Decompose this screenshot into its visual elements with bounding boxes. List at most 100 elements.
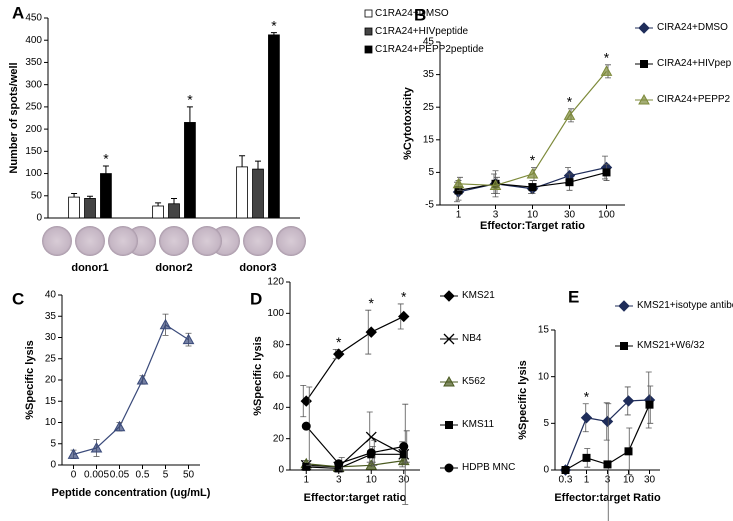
y-tick-label: 100 [267, 308, 284, 319]
point [601, 415, 614, 428]
x-axis-label-box: Effector:target ratio [304, 492, 407, 504]
point [365, 326, 377, 338]
point [582, 453, 591, 462]
point [113, 420, 126, 432]
legend-swatch [364, 45, 373, 54]
legend-marker [638, 22, 650, 34]
y-tick-label: 450 [25, 13, 42, 24]
legend-label-box: HDPB MNC [462, 462, 515, 473]
bar [168, 203, 180, 219]
y-tick-label: 45 [423, 37, 435, 48]
error-bar [171, 197, 177, 204]
y-tick-label: 10 [538, 371, 550, 382]
annotation: * [187, 92, 193, 108]
x-tick-label: 1 [584, 475, 590, 486]
point [452, 177, 465, 189]
legend-swatch [364, 9, 373, 18]
x-tick-label: 10 [527, 210, 539, 221]
point [624, 447, 633, 456]
legend-marker [443, 290, 455, 302]
legend-label-box: C1RA24+HIVpeptide [375, 26, 469, 37]
error-bar [186, 106, 193, 123]
legend-label-box: KMS11 [462, 419, 494, 430]
point [136, 373, 149, 385]
point [561, 466, 570, 474]
y-tick-label: 0 [543, 465, 549, 476]
legend-label: K562 [462, 376, 486, 387]
legend-marker [620, 342, 628, 350]
legend-marker [444, 463, 454, 473]
point [489, 179, 502, 190]
point [563, 109, 576, 120]
y-tick-label: -5 [425, 200, 434, 211]
annotation: * [271, 17, 277, 33]
x-axis-label-box: Effector:target Ratio [554, 492, 661, 504]
legend-marker [640, 60, 648, 68]
legend-label-box: NB4 [462, 333, 482, 344]
legend-label: C1RA24+HIVpeptide [375, 26, 469, 37]
point [67, 448, 80, 459]
y-tick-label: 60 [273, 371, 285, 382]
panel-letter: C [12, 289, 24, 308]
legend-label-box: C1RA24+PEPP2peptide [375, 44, 484, 55]
point [645, 400, 654, 409]
annotation: * [401, 289, 407, 305]
point [365, 459, 378, 470]
series-line [306, 453, 404, 470]
point [302, 462, 311, 471]
bar [100, 173, 112, 219]
bar [84, 198, 96, 219]
x-axis-label: Effector:target Ratio [554, 492, 661, 504]
y-tick-label: 40 [45, 290, 57, 301]
y-tick-label: 300 [25, 79, 42, 90]
annotation: * [336, 334, 342, 350]
x-tick-label: 5 [163, 470, 169, 481]
bar [252, 168, 264, 219]
legend-label: KMS21+W6/32 [637, 340, 705, 351]
x-tick-label: 0.005 [84, 470, 109, 481]
y-tick-label: 10 [45, 417, 57, 428]
y-tick-label: 35 [45, 311, 57, 322]
point [90, 441, 103, 453]
y-tick-label: 120 [267, 277, 284, 288]
point [182, 333, 195, 345]
legend-label: KMS21+isotype antibody [637, 300, 733, 311]
x-tick-label: 1 [303, 475, 309, 486]
series-line [564, 399, 650, 471]
x-tick-label: 1 [456, 210, 462, 221]
y-tick-label: 50 [31, 190, 43, 201]
legend-label-box: KMS21+isotype antibody [637, 300, 733, 311]
point [301, 421, 311, 431]
y-tick-label: 15 [423, 134, 435, 145]
well-image [192, 226, 222, 256]
legend-label: CIRA24+PEPP2 pep [657, 94, 733, 105]
x-tick-label: 30 [644, 475, 656, 486]
legend-label-box: CIRA24+PEPP2 pep [657, 94, 733, 105]
legend-label: NB4 [462, 333, 482, 344]
annotation: * [103, 151, 109, 167]
x-tick-label: 30 [398, 475, 410, 486]
well-image [243, 226, 273, 256]
bar [236, 166, 248, 219]
x-tick-label: 10 [366, 475, 378, 486]
legend-label: KMS21 [462, 290, 495, 301]
y-tick-label: 0 [50, 460, 56, 471]
well-image [159, 226, 189, 256]
y-tick-label: 25 [423, 102, 435, 113]
x-tick-label: 100 [598, 210, 615, 221]
point [602, 168, 611, 177]
x-tick-label: 0 [71, 470, 77, 481]
legend-label-box: KMS21 [462, 290, 495, 301]
legend-label: CIRA24+DMSO [657, 22, 728, 33]
point [399, 450, 408, 459]
x-tick-label: 3 [493, 210, 499, 221]
x-tick-label: donor2 [155, 262, 192, 274]
error-bar [255, 160, 261, 170]
point [565, 178, 574, 187]
y-axis-label: %Specific lysis [517, 360, 529, 440]
bar [68, 196, 80, 219]
y-tick-label: 20 [273, 433, 285, 444]
x-tick-label: 10 [623, 475, 635, 486]
y-tick-label: 30 [45, 332, 57, 343]
